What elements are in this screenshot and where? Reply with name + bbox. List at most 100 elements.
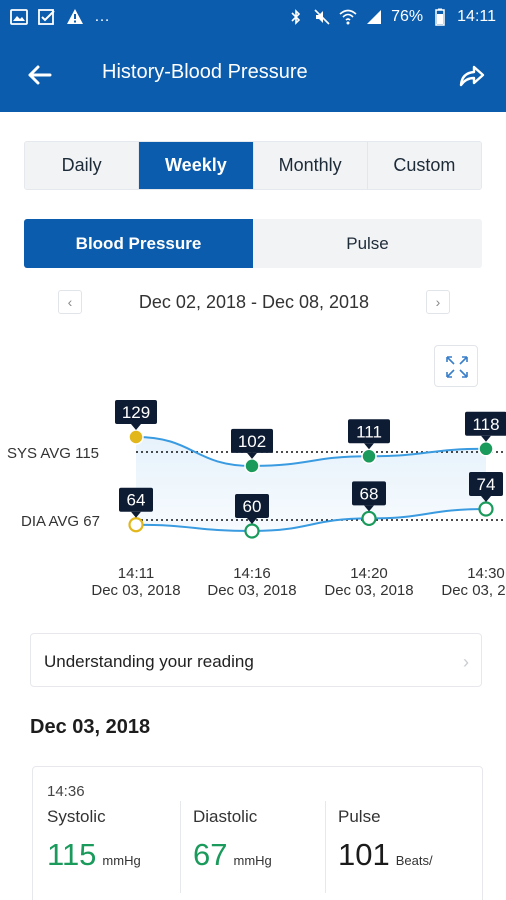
diastolic-value: 67 — [193, 837, 228, 872]
next-range-button[interactable]: › — [426, 290, 450, 314]
tab-blood-pressure[interactable]: Blood Pressure — [24, 219, 253, 268]
diastolic-data-label: 64 — [127, 491, 146, 510]
tab-weekly[interactable]: Weekly — [138, 142, 253, 189]
systolic-point — [361, 448, 377, 465]
pulse-column: Pulse 101 Beats/ — [338, 801, 478, 893]
blood-pressure-chart: SYS AVG 115 DIA AVG 67 129 64 14:11 Dec 03, 2… — [0, 390, 506, 610]
diastolic-point — [361, 510, 377, 527]
pulse-value-row: 101 Beats/ — [338, 837, 433, 873]
systolic-data-label-pointer — [247, 452, 257, 459]
systolic-value: 115 — [47, 837, 97, 872]
warning-icon — [67, 9, 83, 24]
diastolic-point — [128, 517, 144, 533]
diastolic-unit: mmHg — [233, 853, 272, 868]
diastolic-point — [478, 501, 494, 517]
column-divider — [180, 801, 181, 893]
systolic-unit: mmHg — [102, 853, 141, 868]
x-axis-time-label: 14:20 — [350, 565, 388, 582]
diastolic-point — [244, 523, 260, 539]
clock: 14:11 — [457, 8, 496, 25]
column-divider — [325, 801, 326, 893]
understanding-label: Understanding your reading — [44, 652, 254, 671]
chevron-right-icon: › — [463, 652, 469, 672]
expand-icon — [446, 356, 468, 378]
wifi-icon — [339, 9, 357, 25]
mute-icon — [314, 9, 330, 25]
sys-average-label: SYS AVG 115 — [7, 445, 99, 462]
dia-average-label: DIA AVG 67 — [21, 513, 100, 530]
x-axis-time-label: 14:16 — [233, 565, 271, 582]
diastolic-data-label-bg — [235, 494, 269, 518]
battery-percent: 76% — [391, 8, 424, 25]
diastolic-data-label: 60 — [243, 497, 262, 516]
x-axis-date-label: Dec 03, 2018 — [91, 582, 180, 599]
diastolic-data-label-pointer — [247, 518, 257, 524]
battery-icon — [435, 8, 445, 26]
share-icon[interactable] — [454, 58, 488, 92]
status-bar: … 76% 14:11 — [0, 0, 506, 36]
pressure-band — [136, 437, 486, 531]
day-heading: Dec 03, 2018 — [30, 716, 151, 738]
diastolic-data-label-bg — [352, 481, 386, 506]
systolic-data-label-bg — [231, 428, 273, 453]
bluetooth-icon — [291, 9, 301, 25]
systolic-point — [128, 429, 144, 445]
pulse-unit: Beats/ — [395, 853, 433, 868]
diastolic-data-label-pointer — [364, 505, 374, 512]
systolic-data-label: 118 — [472, 415, 499, 434]
more-notifications-icon: … — [94, 8, 110, 25]
x-axis-date-label: Dec 03, 2018 — [324, 582, 413, 599]
expand-chart-button[interactable] — [434, 345, 478, 387]
systolic-data-label: 129 — [122, 403, 150, 422]
diastolic-data-label: 68 — [360, 484, 379, 503]
systolic-data-label-bg — [115, 400, 157, 424]
pulse-value: 101 — [338, 837, 390, 872]
systolic-data-label: 102 — [238, 432, 266, 451]
systolic-data-label: 111 — [356, 422, 382, 441]
chevron-left-icon: ‹ — [67, 294, 73, 310]
gallery-icon — [10, 9, 28, 25]
systolic-point — [244, 458, 260, 474]
systolic-data-label-bg — [348, 419, 390, 444]
x-axis-date-label: Dec 03, 2018 — [207, 582, 296, 599]
systolic-point — [478, 441, 494, 457]
x-axis-time-label: 14:30 — [467, 565, 505, 582]
diastolic-label: Diastolic — [193, 807, 258, 826]
systolic-data-label-pointer — [131, 424, 141, 430]
tab-daily[interactable]: Daily — [25, 142, 139, 189]
diastolic-data-label-pointer — [131, 511, 141, 518]
period-tabs: Daily Weekly Monthly Custom — [24, 141, 482, 190]
tab-custom[interactable]: Custom — [366, 142, 481, 189]
systolic-data-label-pointer — [364, 443, 374, 450]
systolic-label: Systolic — [47, 807, 106, 826]
diastolic-series-line — [135, 508, 487, 533]
page-title: History-Blood Pressure — [102, 61, 308, 83]
diastolic-data-label: 74 — [477, 475, 496, 494]
systolic-series-line — [135, 436, 487, 467]
reading-time: 14:36 — [47, 783, 85, 800]
pulse-label: Pulse — [338, 807, 381, 826]
systolic-column: Systolic 115 mmHg — [47, 801, 177, 893]
reading-card[interactable]: 14:36 Systolic 115 mmHg Diastolic 67 mmHg … — [32, 766, 483, 900]
diastolic-data-label-pointer — [481, 496, 491, 502]
previous-range-button[interactable]: ‹ — [58, 290, 82, 314]
tab-pulse[interactable]: Pulse — [253, 219, 482, 268]
signal-icon — [367, 10, 382, 24]
chevron-right-icon: › — [435, 294, 441, 310]
metric-tabs: Blood Pressure Pulse — [24, 219, 482, 268]
app-bar: History-Blood Pressure — [0, 36, 506, 112]
x-axis-time-label: 14:11 — [118, 565, 154, 582]
edit-check-icon — [38, 9, 55, 25]
diastolic-column: Diastolic 67 mmHg — [193, 801, 323, 893]
back-arrow-icon[interactable] — [22, 58, 56, 92]
date-range-selector: ‹ Dec 02, 2018 - Dec 08, 2018 › — [58, 290, 450, 316]
understanding-reading-link[interactable]: Understanding your reading › — [30, 633, 482, 687]
diastolic-value-row: 67 mmHg — [193, 837, 272, 873]
tab-monthly[interactable]: Monthly — [252, 142, 367, 189]
systolic-data-label-pointer — [481, 435, 491, 442]
x-axis-date-label: Dec 03, 2018 — [441, 582, 506, 599]
diastolic-data-label-bg — [469, 472, 503, 496]
systolic-value-row: 115 mmHg — [47, 837, 141, 873]
diastolic-data-label-bg — [119, 487, 153, 512]
